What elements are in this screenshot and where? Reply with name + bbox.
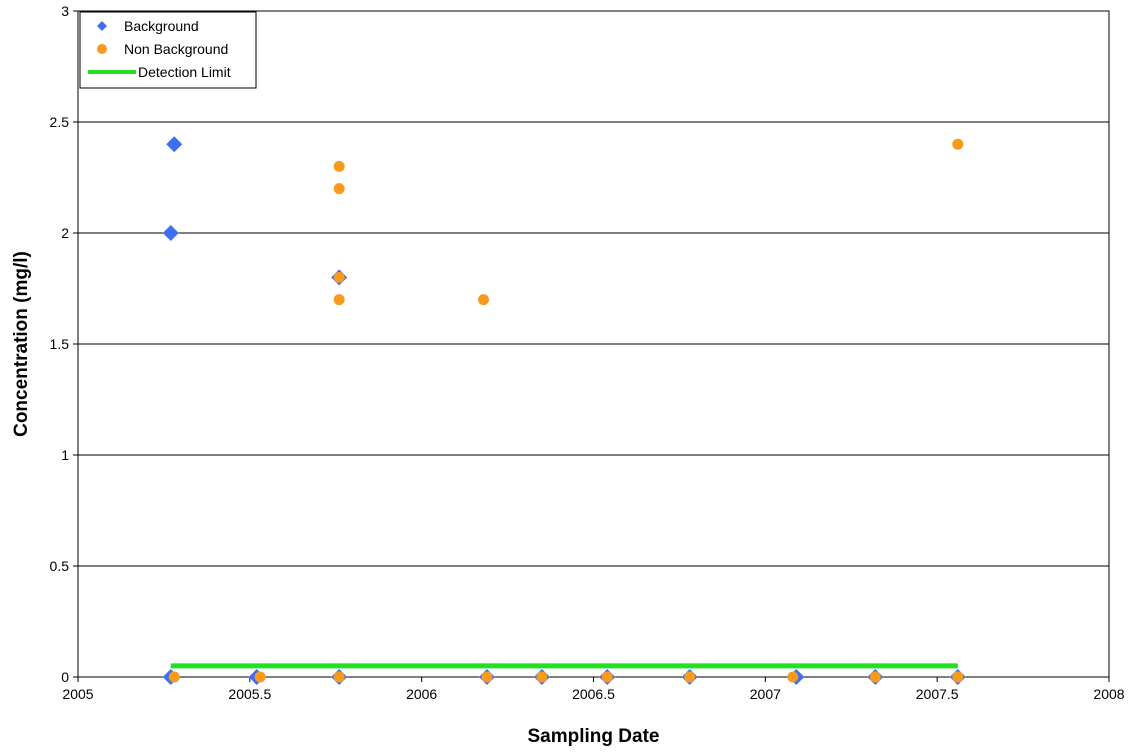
x-tick-label: 2007 [750,686,781,702]
x-tick-label: 2006 [406,686,437,702]
y-tick-label: 0.5 [50,558,70,574]
data-point-non-background [869,671,881,683]
x-tick-label: 2007.5 [916,686,959,702]
data-point-non-background [333,294,345,306]
data-point-non-background [333,671,345,683]
y-tick-label: 2.5 [50,114,70,130]
legend-label: Non Background [124,41,228,57]
y-tick-label: 1.5 [50,336,70,352]
legend-item: Detection Limit [88,64,231,80]
data-point-non-background [481,671,493,683]
y-tick-label: 2 [61,225,69,241]
data-point-non-background [952,138,964,150]
y-axis-title: Concentration (mg/l) [11,251,32,437]
x-axis-ticks: 2005 2005.5 2006 2006.5 2007 2007.5 2008 [62,677,1125,702]
data-point-non-background [684,671,696,683]
data-point-non-background [601,671,613,683]
data-point-non-background [333,183,345,195]
x-tick-label: 2005.5 [228,686,271,702]
data-point-non-background [787,671,799,683]
data-point-non-background [333,160,345,172]
data-point-non-background [478,294,490,306]
legend-item: Background [97,18,199,34]
x-tick-label: 2005 [62,686,93,702]
legend: Background Non Background Detection Limit [79,11,257,89]
data-point-non-background [952,671,964,683]
x-axis-title: Sampling Date [528,726,660,747]
y-tick-label: 3 [61,3,69,19]
data-series [162,136,966,685]
y-tick-label: 0 [61,669,69,685]
legend-circle-marker [97,44,107,54]
legend-box [79,11,257,89]
x-tick-label: 2006.5 [572,686,615,702]
y-tick-label: 1 [61,447,69,463]
data-point-non-background [536,671,548,683]
data-point-non-background [168,671,180,683]
data-point-non-background [333,271,345,283]
series-non-background [168,138,964,683]
data-point-background [166,136,183,153]
x-tick-label: 2008 [1093,686,1124,702]
legend-label: Detection Limit [138,64,231,80]
y-axis-ticks: 0 0.5 1 1.5 2 2.5 3 [50,3,78,685]
gridlines [78,10,1109,678]
legend-diamond-marker [97,21,107,31]
data-point-non-background [254,671,266,683]
series-background [162,136,966,685]
data-point-background [162,225,179,241]
legend-label: Background [124,18,199,34]
legend-item: Non Background [97,41,228,57]
